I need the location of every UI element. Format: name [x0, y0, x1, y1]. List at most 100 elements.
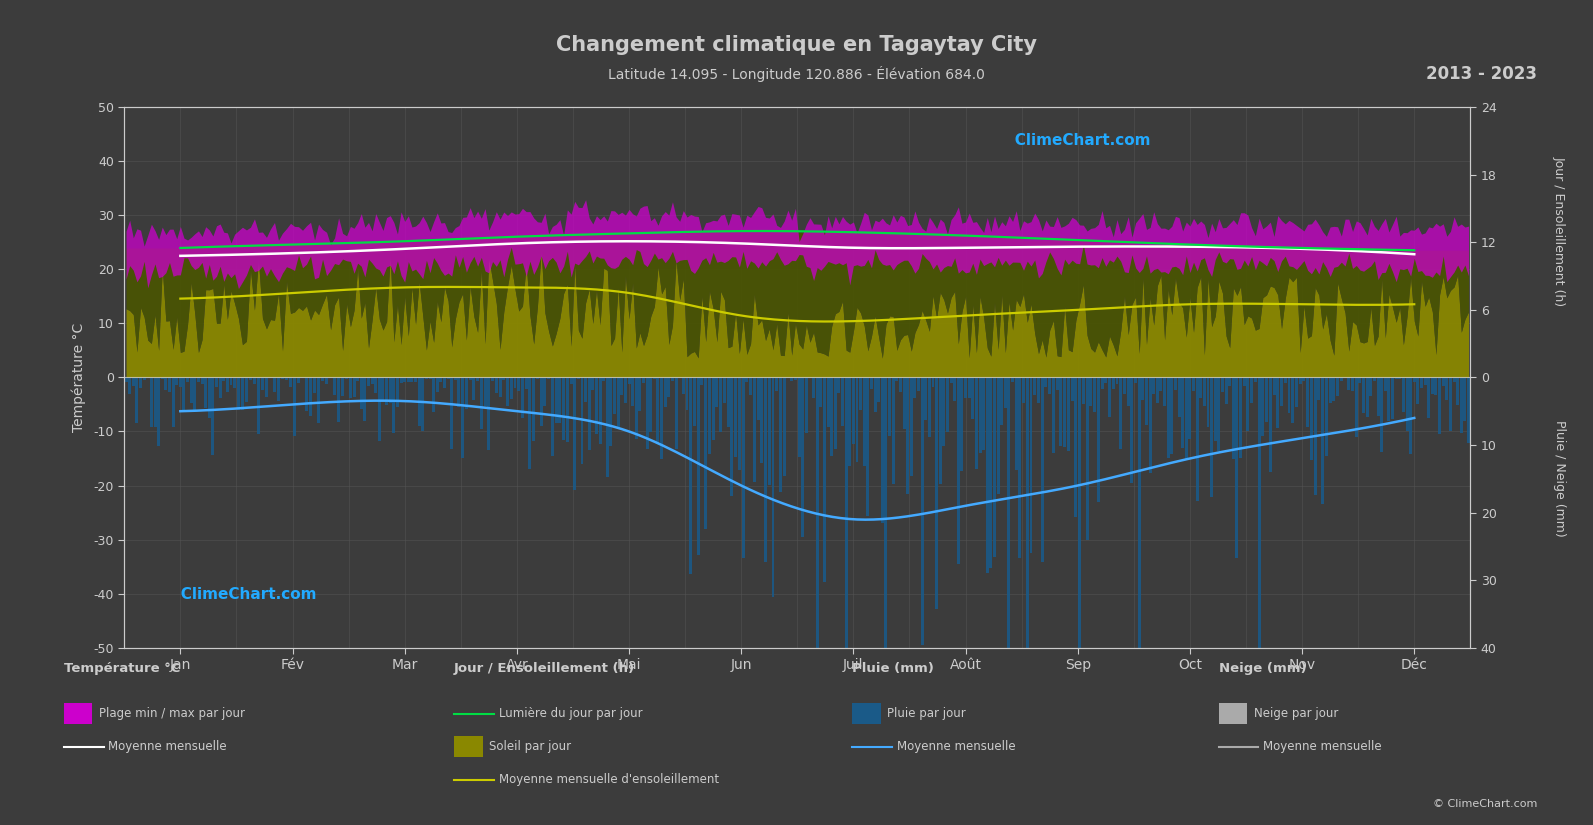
- Bar: [1370, 378, 1372, 396]
- Bar: [201, 378, 204, 384]
- Bar: [198, 378, 201, 383]
- Bar: [838, 378, 841, 393]
- Bar: [588, 378, 591, 450]
- Bar: [304, 378, 307, 411]
- Bar: [432, 378, 435, 412]
- Bar: [830, 378, 833, 455]
- Bar: [798, 378, 801, 457]
- Bar: [1188, 378, 1192, 439]
- Bar: [1059, 378, 1063, 446]
- Bar: [1388, 378, 1391, 421]
- Bar: [1225, 378, 1228, 404]
- Bar: [682, 378, 685, 394]
- Bar: [712, 378, 715, 440]
- Bar: [1309, 378, 1313, 460]
- Bar: [360, 378, 363, 408]
- Bar: [1007, 378, 1010, 677]
- Text: Pluie (mm): Pluie (mm): [852, 662, 933, 676]
- Bar: [1093, 378, 1096, 412]
- Bar: [363, 378, 366, 421]
- Bar: [1442, 378, 1445, 386]
- Bar: [804, 378, 808, 433]
- Bar: [610, 378, 612, 446]
- Bar: [738, 378, 741, 470]
- Bar: [816, 378, 819, 693]
- Bar: [975, 378, 978, 469]
- Bar: [1402, 378, 1405, 412]
- Bar: [1115, 378, 1118, 384]
- Bar: [892, 378, 895, 484]
- Bar: [1063, 378, 1066, 447]
- Bar: [406, 378, 409, 382]
- Bar: [639, 378, 642, 411]
- Bar: [1211, 378, 1214, 497]
- Bar: [1231, 378, 1235, 459]
- Bar: [1453, 378, 1456, 382]
- Bar: [760, 378, 763, 463]
- Bar: [164, 378, 167, 390]
- Bar: [734, 378, 738, 457]
- Bar: [1236, 378, 1238, 558]
- Bar: [1434, 378, 1437, 395]
- Bar: [1056, 378, 1059, 390]
- Bar: [793, 378, 796, 380]
- Bar: [863, 378, 865, 466]
- Bar: [613, 378, 616, 414]
- Bar: [992, 378, 996, 557]
- Bar: [551, 378, 554, 456]
- Bar: [1438, 378, 1442, 434]
- Bar: [249, 378, 252, 380]
- Bar: [1284, 378, 1287, 384]
- Bar: [715, 378, 718, 407]
- Bar: [193, 378, 196, 412]
- Bar: [983, 378, 984, 450]
- Bar: [1174, 378, 1177, 389]
- Bar: [1149, 378, 1152, 473]
- Bar: [566, 378, 569, 441]
- Bar: [779, 378, 782, 492]
- Bar: [753, 378, 755, 482]
- Text: 2013 - 2023: 2013 - 2023: [1426, 65, 1537, 83]
- Bar: [374, 378, 378, 393]
- Bar: [624, 378, 628, 403]
- Bar: [873, 378, 876, 412]
- Bar: [421, 378, 424, 431]
- Bar: [454, 378, 457, 380]
- Bar: [1112, 378, 1115, 389]
- Text: Latitude 14.095 - Longitude 120.886 - Élévation 684.0: Latitude 14.095 - Longitude 120.886 - Él…: [609, 66, 984, 82]
- Bar: [1131, 378, 1134, 483]
- Bar: [616, 378, 620, 427]
- Bar: [1051, 378, 1055, 454]
- Bar: [918, 378, 921, 391]
- Bar: [1445, 378, 1448, 400]
- Bar: [1424, 378, 1427, 385]
- Bar: [1380, 378, 1383, 452]
- Bar: [1373, 378, 1376, 381]
- Bar: [1391, 378, 1394, 418]
- Bar: [986, 378, 989, 573]
- Text: Moyenne mensuelle d'ensoleillement: Moyenne mensuelle d'ensoleillement: [499, 773, 718, 786]
- Bar: [674, 378, 677, 449]
- Bar: [513, 378, 516, 389]
- Bar: [510, 378, 513, 398]
- Bar: [1123, 378, 1126, 394]
- Bar: [827, 378, 830, 427]
- Bar: [1214, 378, 1217, 441]
- Bar: [167, 378, 170, 392]
- Bar: [554, 378, 558, 423]
- Bar: [594, 378, 597, 435]
- Bar: [161, 378, 164, 380]
- Text: Jour / Ensoleillement (h): Jour / Ensoleillement (h): [1553, 156, 1566, 306]
- Bar: [757, 378, 760, 420]
- Bar: [790, 378, 793, 381]
- Bar: [484, 378, 486, 406]
- Bar: [749, 378, 752, 395]
- Bar: [204, 378, 207, 408]
- Bar: [495, 378, 497, 393]
- Bar: [599, 378, 602, 444]
- Bar: [1078, 378, 1082, 662]
- Bar: [1298, 378, 1301, 384]
- Bar: [1431, 378, 1434, 394]
- Bar: [143, 378, 145, 380]
- Bar: [1145, 378, 1149, 426]
